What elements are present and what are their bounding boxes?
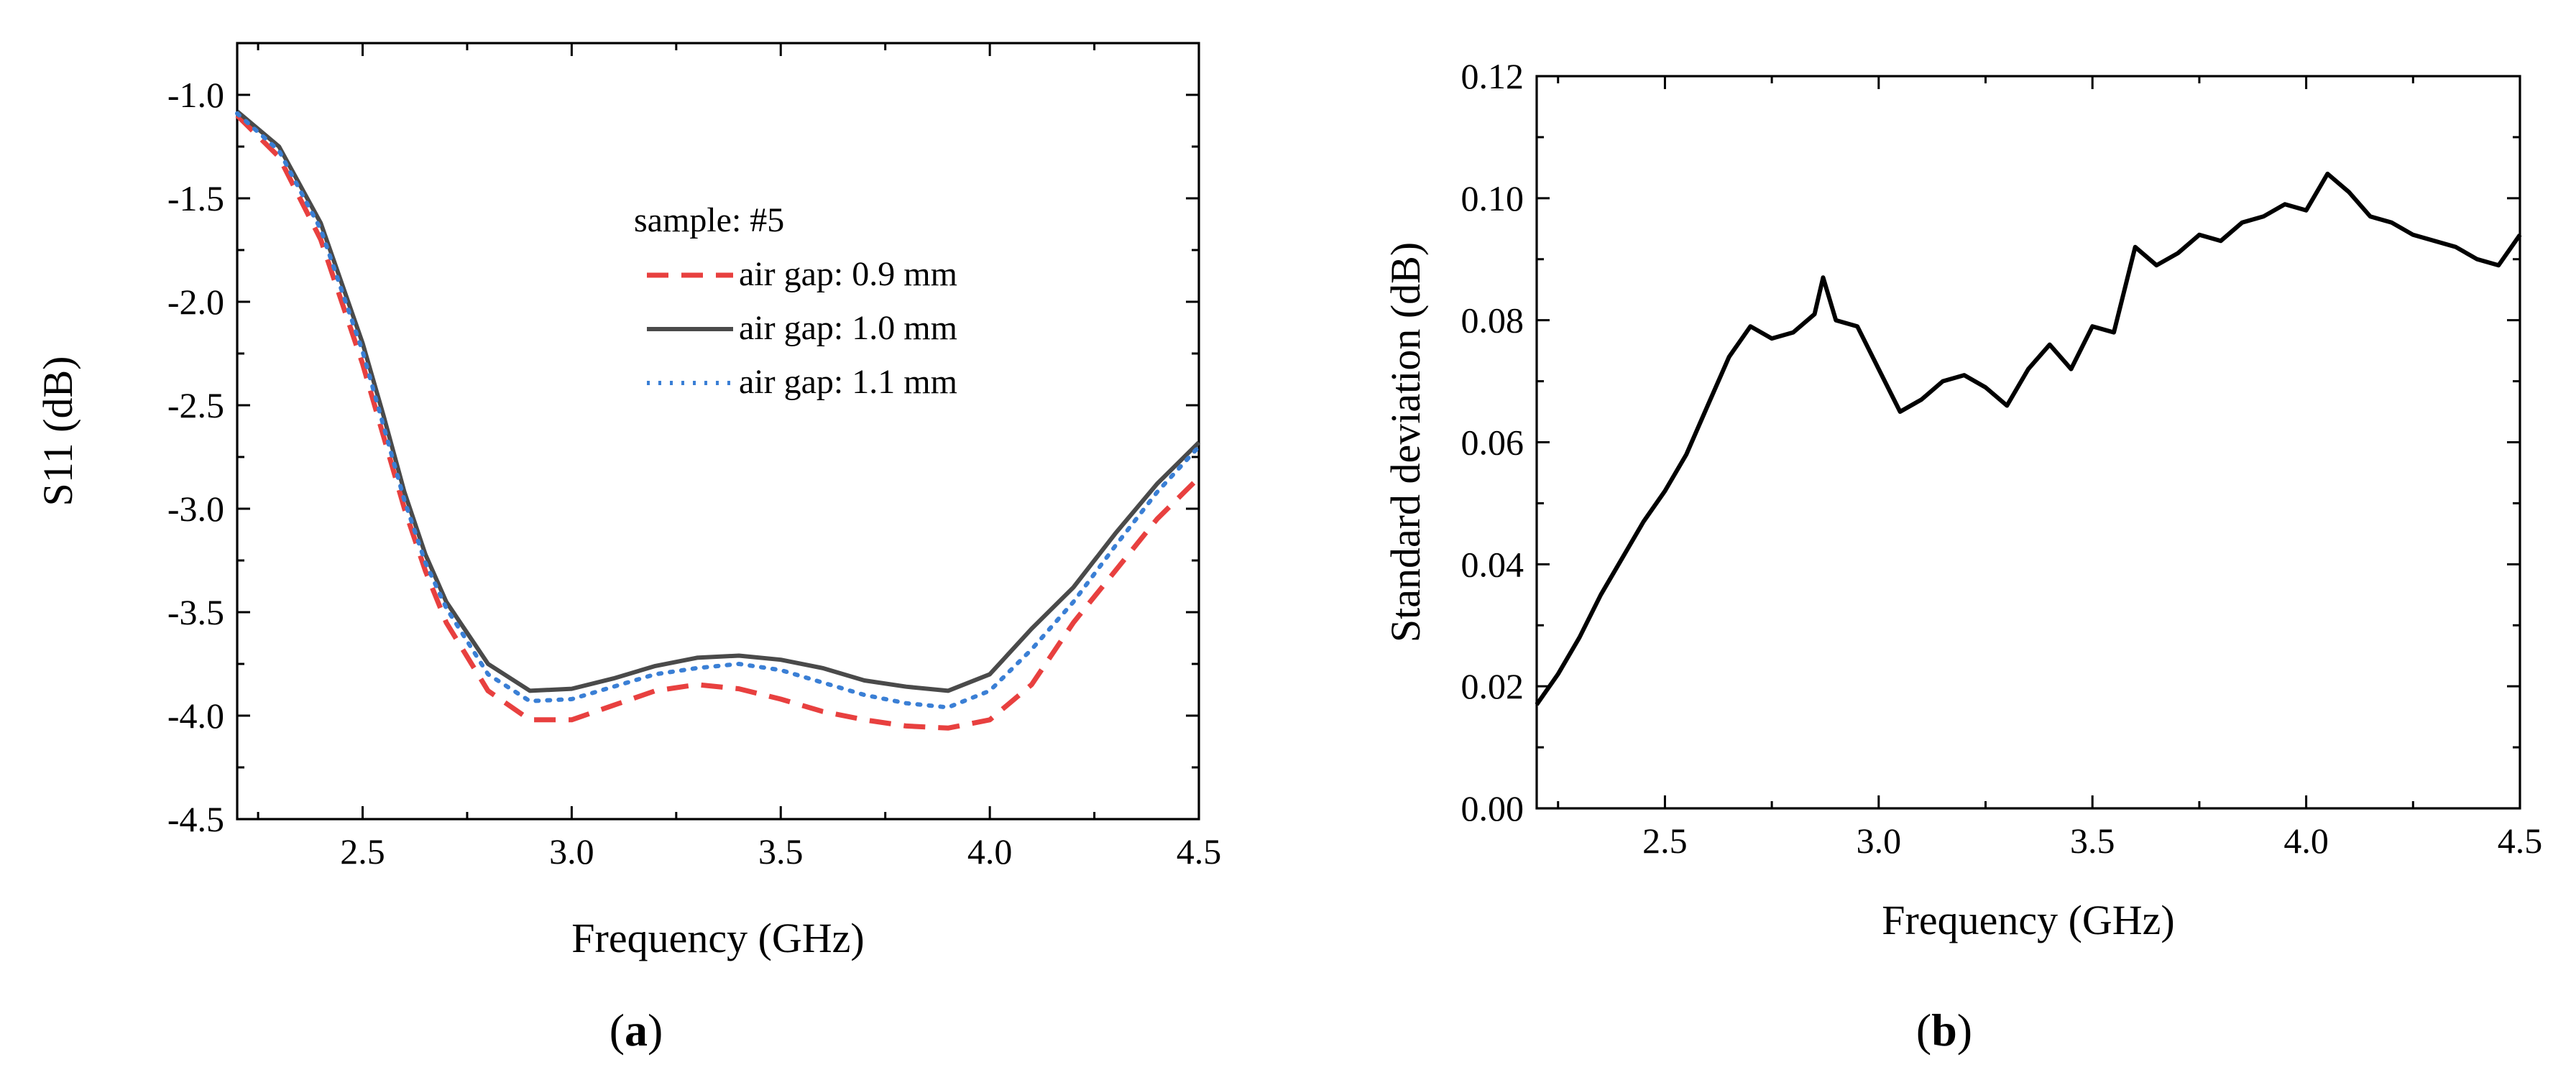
legend-entry: air gap: 0.9 mm <box>739 255 957 293</box>
x-tick-label: 3.5 <box>758 831 804 872</box>
y-tick-label: -3.0 <box>167 489 224 529</box>
y-tick-label: -4.0 <box>167 696 224 736</box>
x-tick-label: 3.0 <box>549 831 594 872</box>
x-tick-label: 3.0 <box>1857 821 1902 861</box>
x-tick-label: 4.5 <box>2498 821 2543 861</box>
series-line-1 <box>235 114 1201 731</box>
chart-standard-deviation: 2.5 3.0 3.5 4.0 4.5 0.00 0.02 0.04 0.06 0.08 0.10 0… <box>1382 56 2542 1056</box>
y-tick-label: -1.0 <box>167 75 224 115</box>
y-tick-label: 0.06 <box>1461 422 1524 463</box>
x-tick-label: 3.5 <box>2070 821 2115 861</box>
x-tick-label: 4.0 <box>2283 821 2329 861</box>
plot-frame <box>1535 75 2521 810</box>
series-line-2 <box>236 109 1201 693</box>
panel-label: (a) <box>610 1004 663 1056</box>
x-tick-label: 4.0 <box>967 831 1013 872</box>
y-axis-label: Standard deviation (dB) <box>1382 242 1429 642</box>
y-tick-label: 0.00 <box>1461 788 1524 828</box>
chart-s11: 2.5 3.0 3.5 4.0 4.5 -4.5 -4.0 -3.5 -3.0 -2.5 -2.0 -… <box>34 42 1222 1056</box>
y-tick-label: -2.0 <box>167 282 224 322</box>
x-axis-label: Frequency (GHz) <box>1882 897 2174 943</box>
y-tick-label: -3.5 <box>167 592 224 632</box>
series-line-3 <box>235 111 1201 710</box>
x-tick-label: 2.5 <box>1642 821 1688 861</box>
panel-letter: b <box>1931 1004 1957 1056</box>
plot-frame <box>236 42 1200 821</box>
x-tick-label: 4.5 <box>1177 831 1222 872</box>
legend-entry: air gap: 1.0 mm <box>739 309 957 347</box>
y-tick-label: 0.08 <box>1461 300 1524 341</box>
y-tick-label: -1.5 <box>167 178 224 218</box>
panel-letter: a <box>625 1004 648 1056</box>
y-tick-label: -2.5 <box>167 385 224 425</box>
panel-label: (b) <box>1916 1004 1972 1056</box>
x-axis-label: Frequency (GHz) <box>571 915 864 961</box>
y-tick-label: -4.5 <box>167 799 224 839</box>
series-line-1 <box>1535 171 2522 706</box>
y-tick-label: 0.04 <box>1461 544 1524 584</box>
y-tick-label: 0.10 <box>1461 178 1524 218</box>
y-tick-label: 0.02 <box>1461 666 1524 706</box>
y-tick-label: 0.12 <box>1461 56 1524 96</box>
legend-title: sample: #5 <box>634 201 784 239</box>
y-axis-label: S11 (dB) <box>34 356 81 507</box>
x-tick-label: 2.5 <box>340 831 385 872</box>
legend-entry: air gap: 1.1 mm <box>739 363 957 401</box>
